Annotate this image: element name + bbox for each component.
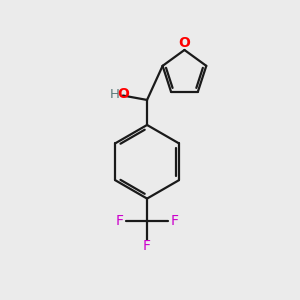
Text: H: H	[110, 88, 120, 100]
Text: F: F	[116, 214, 123, 228]
Text: O: O	[178, 37, 190, 50]
Text: F: F	[171, 214, 179, 228]
Text: F: F	[143, 239, 151, 253]
Text: O: O	[117, 87, 129, 101]
